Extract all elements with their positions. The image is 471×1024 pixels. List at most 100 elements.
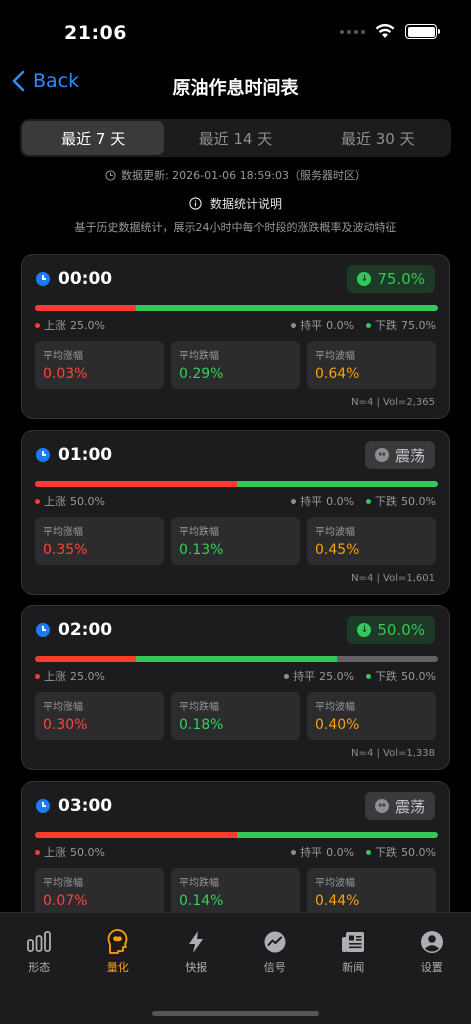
- legend-down-value: 50.0%: [401, 845, 436, 859]
- legend-up-label: 上涨: [44, 319, 66, 332]
- stats-row: 平均涨幅 0.03% 平均跌幅 0.29% 平均波幅 0.64%: [35, 341, 436, 389]
- avg-up-stat: 平均涨幅 0.35%: [35, 517, 164, 565]
- stat-value: 0.13%: [179, 542, 224, 558]
- stat-value: 0.35%: [43, 542, 88, 558]
- legend-flat-value: 25.0%: [319, 669, 355, 683]
- up-segment: [35, 305, 136, 311]
- stat-label: 平均涨幅: [43, 351, 83, 362]
- trend-badge-label: 震荡: [394, 797, 425, 816]
- legend-flat-value: 0.0%: [326, 494, 355, 508]
- down-segment: [135, 305, 438, 311]
- probability-bar: [35, 832, 438, 838]
- legend-down-value: 50.0%: [401, 669, 436, 683]
- card-header: 01:00: [36, 445, 112, 465]
- clock-icon: [36, 448, 50, 462]
- legend-flat: 持平 0.0%: [291, 317, 354, 333]
- sample-footnote: N=4 | Vol=1,338: [351, 748, 435, 759]
- bottom-tab-bar: 形态 量化 快报 信号: [0, 912, 471, 1024]
- avg-up-stat: 平均涨幅 0.03%: [35, 341, 164, 389]
- legend-down-label: 下跌: [375, 846, 398, 859]
- gray-dot-icon: [291, 498, 297, 504]
- status-bar: 21:06: [0, 0, 471, 64]
- stats-description: 基于历史数据统计，展示24小时中每个时段的涨跌概率及波动特征: [74, 221, 397, 234]
- stat-value: 0.03%: [43, 366, 88, 382]
- data-update-line: 数据更新: 2026-01-06 18:59:03（服务器时区）: [0, 167, 471, 183]
- tab-kuaibao[interactable]: 快报: [157, 929, 236, 983]
- card-header: 00:00: [36, 269, 112, 289]
- tab-lianghua[interactable]: 量化: [79, 929, 158, 983]
- tab-label: 量化: [106, 961, 129, 974]
- legend-flat-label: 持平: [293, 670, 316, 683]
- legend-up-label: 上涨: [44, 846, 66, 859]
- stat-label: 平均跌幅: [179, 702, 219, 713]
- card-header: 02:00: [36, 620, 112, 640]
- stat-value: 0.40%: [315, 717, 360, 733]
- hour-card[interactable]: 00:00 ↓ 75.0% 上涨 25.0% 持平 0.0% 下跌 75.0% 平均涨幅 0.03%…: [21, 254, 450, 419]
- stats-row: 平均涨幅 0.30% 平均跌幅 0.18% 平均波幅 0.40%: [35, 692, 436, 740]
- trend-badge-label: 50.0%: [377, 621, 425, 639]
- avg-down-stat: 平均跌幅 0.29%: [171, 341, 300, 389]
- stat-label: 平均波幅: [315, 351, 355, 362]
- avg-volatility-stat: 平均波幅 0.64%: [307, 341, 436, 389]
- info-icon: [189, 197, 202, 210]
- trend-badge: ↓ 75.0%: [347, 265, 435, 293]
- legend-flat-label: 持平: [300, 495, 323, 508]
- card-header: 03:00: [36, 796, 112, 816]
- stats-row: 平均涨幅 0.35% 平均跌幅 0.13% 平均波幅 0.45%: [35, 517, 436, 565]
- hour-label: 00:00: [58, 269, 113, 289]
- stat-label: 平均波幅: [315, 527, 355, 538]
- trend-badge-label: 震荡: [394, 446, 425, 465]
- down-segment: [135, 656, 338, 662]
- green-dot-icon: [366, 673, 372, 679]
- back-button[interactable]: Back: [12, 70, 79, 92]
- tab-xinwen[interactable]: 新闻: [314, 929, 393, 983]
- probability-bar: [35, 481, 438, 487]
- legend-up-value: 50.0%: [70, 494, 105, 508]
- stat-value: 0.30%: [43, 717, 88, 733]
- legend-up: 上涨 50.0%: [35, 844, 105, 860]
- stats-explanation-label: 数据统计说明: [209, 197, 282, 211]
- legend-flat: 持平 25.0%: [284, 668, 354, 684]
- period-segmented-control: 最近 7 天 最近 14 天 最近 30 天: [20, 119, 451, 157]
- tab-14-days[interactable]: 最近 14 天: [198, 129, 273, 148]
- legend-flat-label: 持平: [300, 319, 323, 332]
- stats-explanation-link[interactable]: 数据统计说明: [0, 195, 471, 212]
- stat-value: 0.29%: [179, 366, 224, 382]
- tab-xinhao[interactable]: 信号: [236, 929, 315, 983]
- clock-icon: [36, 799, 50, 813]
- clock-icon: [36, 272, 50, 286]
- stat-value: 0.14%: [179, 893, 224, 909]
- hour-card[interactable]: 02:00 ↓ 50.0% 上涨 25.0% 持平 25.0% 下跌 50.0% 平均涨幅 0.30…: [21, 605, 450, 770]
- tab-7-days[interactable]: 最近 7 天: [22, 121, 165, 155]
- red-dot-icon: [35, 498, 40, 504]
- sample-footnote: N=4 | Vol=1,601: [351, 573, 435, 584]
- hour-label: 02:00: [58, 620, 113, 640]
- gray-dot-icon: [291, 849, 297, 855]
- status-time: 21:06: [64, 22, 127, 44]
- stat-label: 平均波幅: [315, 878, 355, 889]
- stat-label: 平均跌幅: [179, 527, 219, 538]
- avg-volatility-stat: 平均波幅 0.44%: [307, 868, 436, 916]
- legend-down-label: 下跌: [375, 495, 398, 508]
- tab-xingtai[interactable]: 形态: [0, 929, 79, 983]
- tab-30-days[interactable]: 最近 30 天: [341, 129, 415, 148]
- arrow-down-circle-icon: ↓: [357, 272, 372, 286]
- stat-value: 0.45%: [315, 542, 360, 558]
- legend-up-value: 50.0%: [70, 845, 105, 859]
- stat-value: 0.64%: [315, 366, 360, 382]
- legend-up-label: 上涨: [44, 670, 66, 683]
- legend-up-label: 上涨: [44, 495, 66, 508]
- hour-card[interactable]: 01:00 ↔ 震荡 上涨 50.0% 持平 0.0% 下跌 50.0% 平均涨幅 0.35% 平均跌…: [21, 430, 450, 595]
- flat-segment: [337, 656, 438, 662]
- stat-label: 平均跌幅: [179, 351, 219, 362]
- brain-icon: [107, 929, 128, 954]
- legend-down-value: 75.0%: [401, 318, 436, 332]
- status-icons: [340, 24, 440, 39]
- tab-shezhi[interactable]: 设置: [393, 929, 471, 983]
- arrow-down-circle-icon: ↓: [357, 623, 372, 637]
- up-segment: [35, 481, 237, 487]
- stat-label: 平均波幅: [315, 702, 355, 713]
- chevron-left-icon: [12, 70, 25, 92]
- green-dot-icon: [366, 498, 372, 504]
- trend-badge: ↓ 50.0%: [347, 616, 435, 644]
